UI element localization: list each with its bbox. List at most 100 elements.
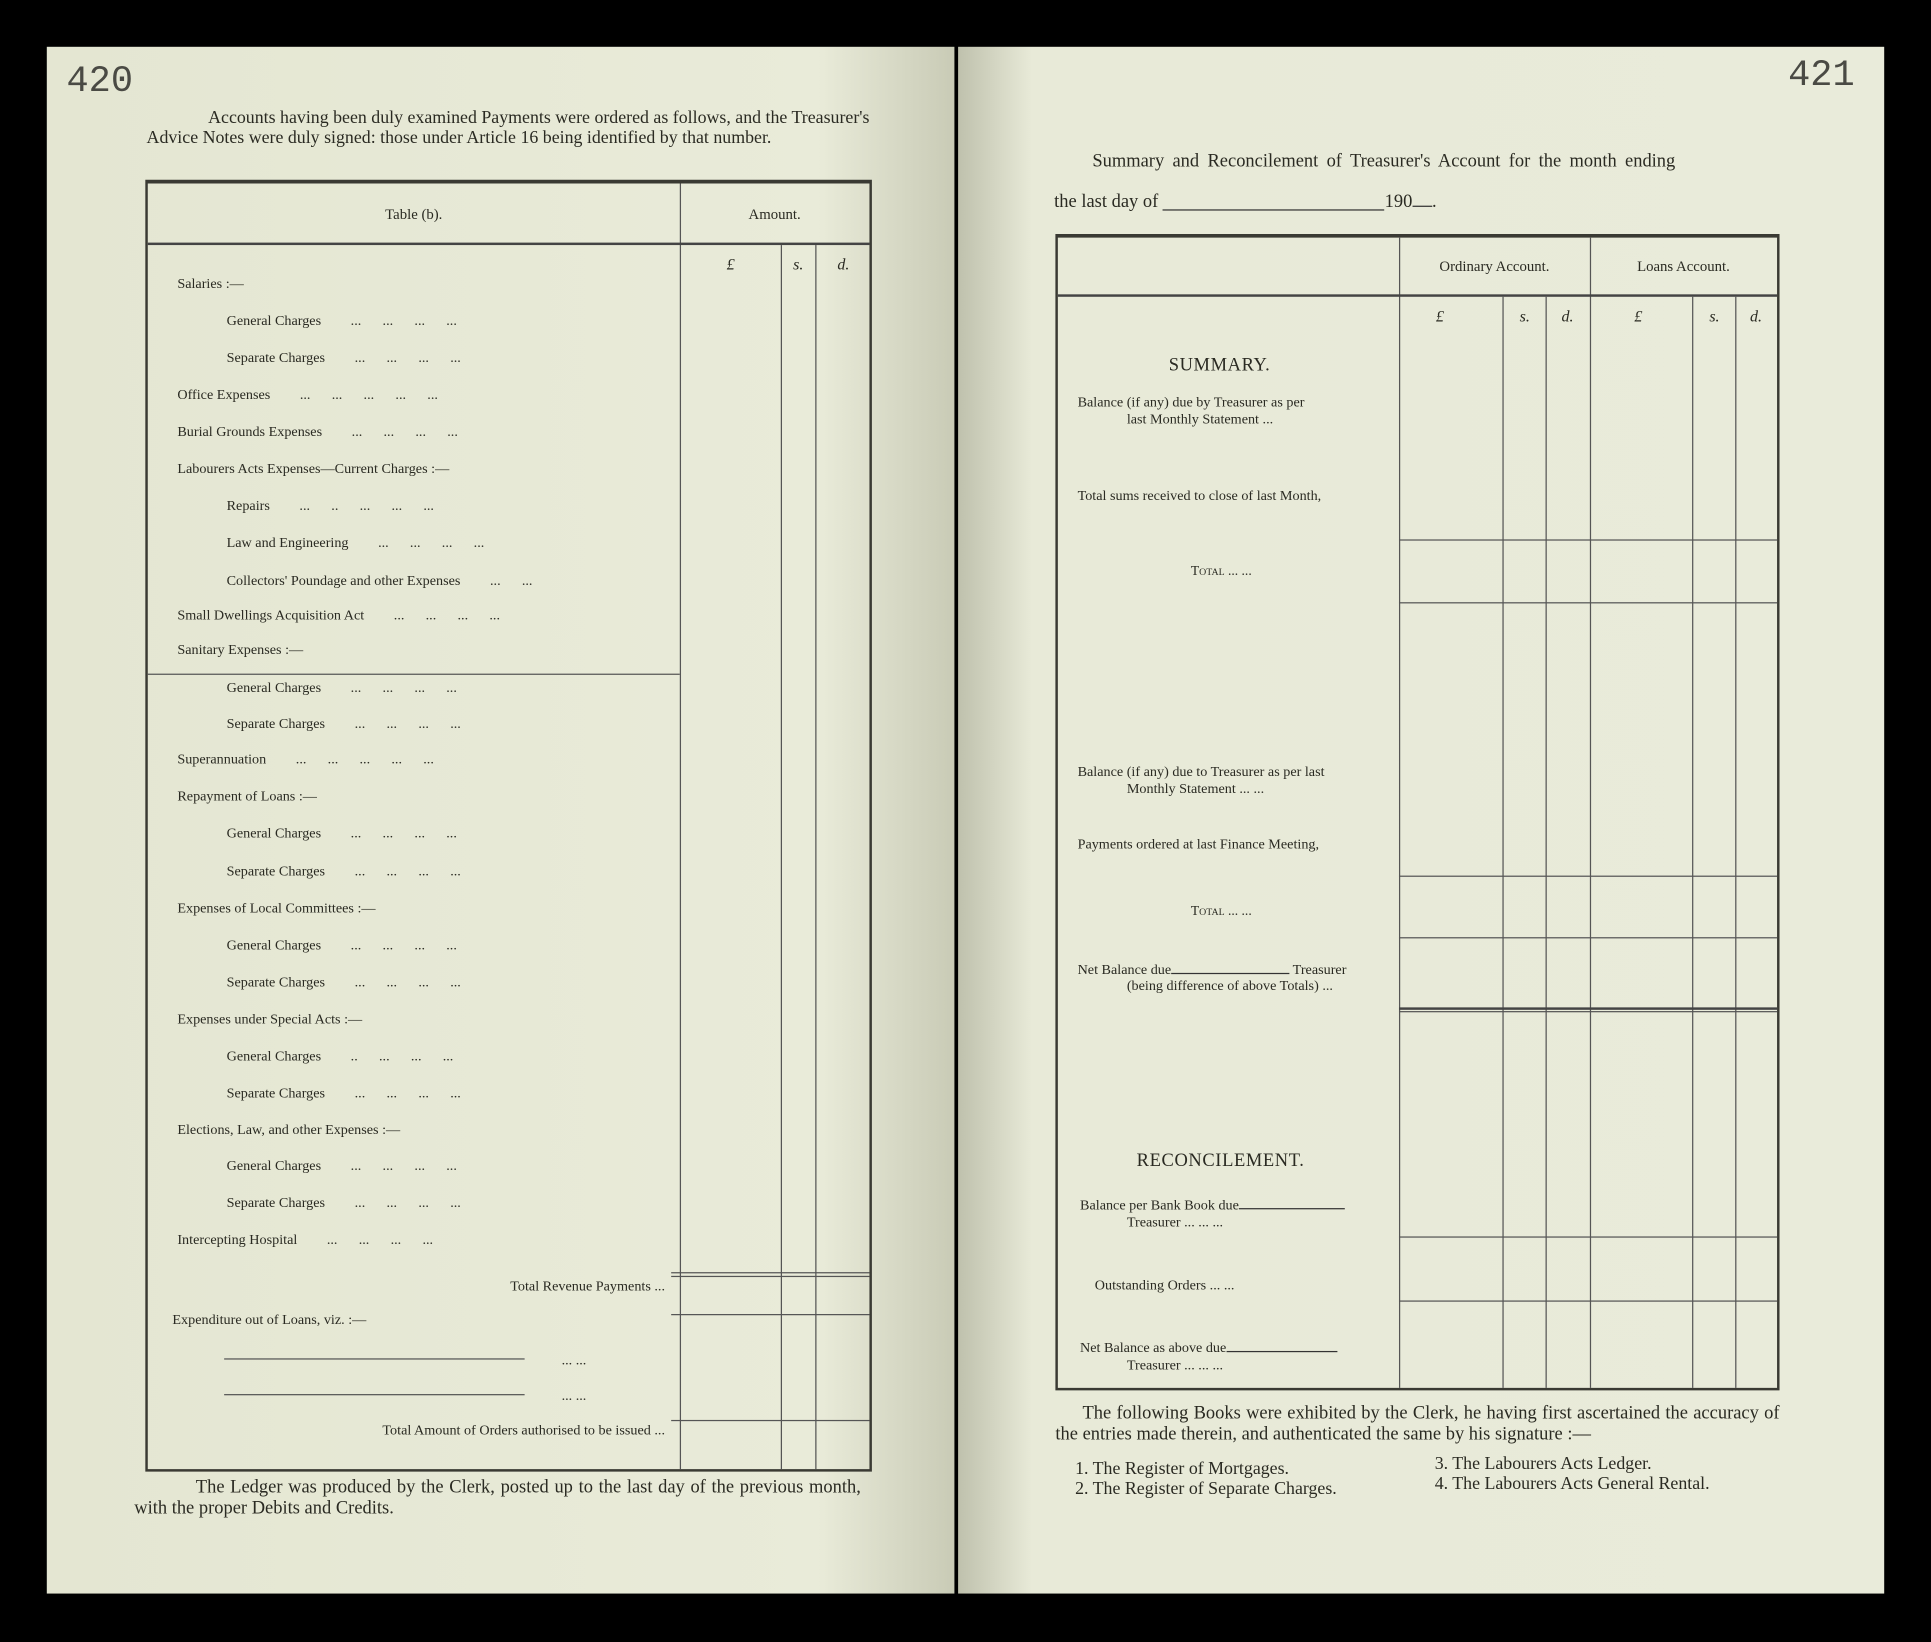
divider — [1502, 296, 1504, 1388]
table-row: Separate Charges ... ... ... ... — [227, 717, 461, 732]
leader-dots: ... ... ... ... — [326, 1232, 434, 1248]
total-label: Total ... ... — [1190, 564, 1252, 579]
row-label: Expenses of Local Committees :— — [177, 901, 376, 917]
header-rule — [1057, 294, 1778, 297]
rule — [147, 673, 680, 675]
bank-balance-text: Balance per Bank Book due — [1080, 1198, 1239, 1214]
rule — [1398, 1011, 1778, 1013]
row-label: General Charges — [226, 826, 322, 842]
table-row: Expenses under Special Acts :— — [177, 1012, 362, 1027]
leader-dots: ... ... ... ... ... — [299, 387, 438, 403]
header-rule — [147, 242, 870, 246]
table-row: Collectors' Poundage and other Expenses.… — [227, 574, 533, 589]
rule — [1398, 602, 1778, 604]
table-row: Repayment of Loans :— — [177, 789, 317, 804]
leader-dots: ... ... ... ... — [393, 608, 500, 624]
table-row: Law and Engineering ... ... ... ... — [227, 536, 485, 551]
pounds-header: £ — [726, 254, 735, 274]
total-revenue-label: Total Revenue Payments ... — [510, 1279, 666, 1295]
ordinary-account-header: Ordinary Account. — [1439, 257, 1550, 275]
leader-dots: ... ... ... ... — [354, 716, 461, 732]
table-row: Sanitary Expenses :— — [177, 643, 303, 658]
row-label: Superannuation — [177, 752, 267, 768]
leader-dots: ... ... ... ... — [354, 1086, 461, 1101]
rule — [1398, 1236, 1778, 1238]
table-row: Office Expenses ... ... ... ... ... — [177, 388, 438, 403]
table-row: Intercepting Hospital ... ... ... ... — [177, 1233, 433, 1248]
table-row: Separate Charges ... ... ... ... — [227, 1086, 461, 1101]
divider — [1545, 296, 1547, 1388]
shillings-header: s. — [793, 254, 804, 274]
year-prefix: 190 — [1384, 192, 1413, 212]
rule — [671, 1419, 870, 1422]
rule — [1398, 875, 1778, 877]
leader-dots: ... ... ... ... — [378, 535, 485, 551]
leader-dots: ... ... ... ... — [354, 975, 461, 991]
divider — [1735, 296, 1737, 1388]
net-balance-label: Net Balance due Treasurer — [1078, 963, 1347, 978]
dots: ... ... — [561, 1389, 587, 1404]
leader-dots: ... ... ... ... — [350, 681, 457, 696]
amount-header: Amount. — [748, 205, 801, 223]
pounds-header: £ — [1634, 306, 1643, 326]
table-row: General Charges ... ... ... ... — [227, 938, 457, 953]
leader-dots: ... ... ... ... — [354, 1195, 461, 1211]
table-row: Elections, Law, and other Expenses :— — [177, 1123, 400, 1138]
rule — [671, 1275, 870, 1278]
table-row: Salaries :— — [177, 277, 243, 292]
table-row: Separate Charges ... ... ... ... — [227, 351, 461, 366]
row-label: Expenses under Special Acts :— — [177, 1012, 363, 1028]
table-row: General Charges ... ... ... ... — [227, 1159, 457, 1174]
shillings-header: s. — [1709, 306, 1720, 326]
row-label: Burial Grounds Expenses — [177, 424, 323, 440]
leader-dots: .. ... ... ... — [350, 1049, 454, 1065]
treasurer-text: Treasurer — [1292, 963, 1347, 978]
net-above-text: Net Balance as above due — [1080, 1341, 1227, 1356]
row-label: Separate Charges — [226, 975, 326, 991]
leader-dots: ... ... ... ... — [350, 938, 457, 954]
bank-balance-label: Balance per Bank Book due — [1080, 1198, 1345, 1213]
year-blank[interactable] — [1412, 205, 1433, 207]
book-item: 3. The Labourers Acts Ledger. — [1434, 1454, 1652, 1475]
row-label: Labourers Acts Expenses—Current Charges … — [177, 461, 450, 477]
balance-by-label-2: last Monthly Statement ... — [1126, 412, 1274, 428]
period: . — [1432, 192, 1437, 212]
summary-title: Summary and Reconcilement of Treasurer's… — [1092, 151, 1676, 172]
ledger-footer: The Ledger was produced by the Clerk, po… — [134, 1477, 861, 1519]
rule — [671, 1314, 870, 1316]
book-item: 1. The Register of Mortgages. — [1075, 1459, 1290, 1480]
row-label: Elections, Law, and other Expenses :— — [177, 1123, 401, 1138]
table-row: General Charges .. ... ... ... — [227, 1049, 454, 1064]
rule — [1398, 539, 1778, 541]
payments-table: Table (b). Amount. £ s. d. Salaries :— Ge… — [145, 179, 872, 1472]
row-label: General Charges — [226, 314, 322, 329]
page-number-left: 420 — [66, 61, 134, 104]
rule — [1398, 1300, 1778, 1302]
leader-dots: ... ... ... ... — [350, 826, 457, 842]
blank[interactable] — [1226, 1350, 1338, 1353]
shillings-header: s. — [1519, 306, 1530, 326]
blank[interactable] — [1171, 972, 1290, 975]
row-label: Separate Charges — [226, 864, 326, 880]
total-sums-label: Total sums received to close of last Mon… — [1077, 488, 1322, 504]
net-above-label: Net Balance as above due — [1080, 1341, 1338, 1356]
row-label: Separate Charges — [226, 350, 326, 366]
leader-dots: ... ... — [489, 573, 533, 589]
total-orders-label: Total Amount of Orders authorised to be … — [382, 1423, 666, 1439]
expenditure-loans-label: Expenditure out of Loans, viz. :— — [172, 1312, 367, 1328]
payments-label: Payments ordered at last Finance Meeting… — [1077, 837, 1320, 853]
row-label: Law and Engineering — [226, 535, 349, 551]
row-label: General Charges — [226, 681, 322, 696]
month-blank[interactable] — [1162, 209, 1385, 211]
balance-to-label: Balance (if any) due to Treasurer as per… — [1077, 764, 1325, 780]
row-label: General Charges — [226, 1158, 322, 1174]
table-row: Separate Charges ... ... ... ... — [227, 865, 461, 880]
row-label: General Charges — [226, 938, 322, 954]
rule — [1398, 937, 1778, 939]
row-label: Salaries :— — [177, 277, 244, 292]
net-above-label-2: Treasurer ... ... ... — [1126, 1358, 1224, 1374]
blank[interactable] — [1238, 1208, 1345, 1210]
books-intro: The following Books were exhibited by th… — [1055, 1403, 1780, 1445]
book-item: 2. The Register of Separate Charges. — [1075, 1479, 1337, 1499]
